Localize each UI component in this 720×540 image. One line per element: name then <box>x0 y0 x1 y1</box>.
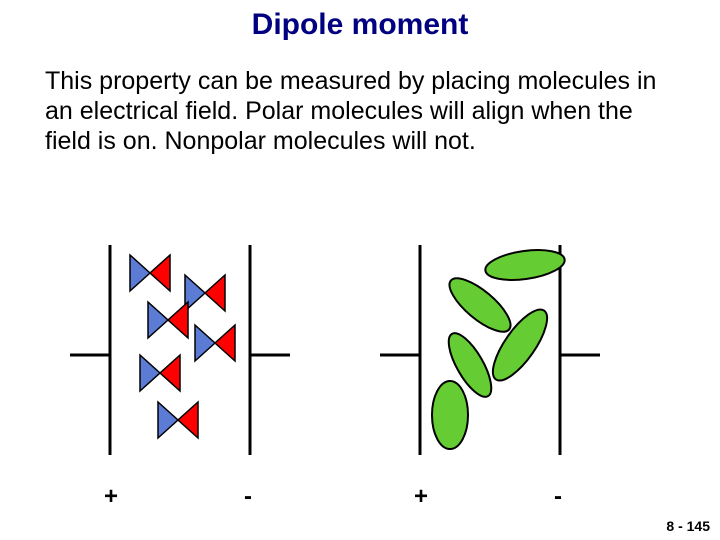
dipole-diagram <box>50 245 670 535</box>
left-minus-label: - <box>244 483 252 511</box>
polar-molecule <box>185 275 225 311</box>
left-plus-label: + <box>104 483 118 511</box>
right-plus-label: + <box>414 483 428 511</box>
polar-molecule <box>140 355 180 391</box>
slide-title: Dipole moment <box>0 8 720 42</box>
nonpolar-molecule <box>432 381 468 449</box>
polar-molecules-group <box>130 255 235 438</box>
polar-molecule <box>130 255 170 291</box>
right-minus-label: - <box>554 483 562 511</box>
polar-molecule <box>158 402 198 438</box>
slide-body-text: This property can be measured by placing… <box>45 66 685 156</box>
polar-molecule <box>148 302 188 338</box>
polar-molecule <box>195 325 235 361</box>
nonpolar-molecules-group <box>432 246 567 449</box>
page-number: 8 - 145 <box>666 518 710 534</box>
nonpolar-molecule <box>483 246 566 285</box>
